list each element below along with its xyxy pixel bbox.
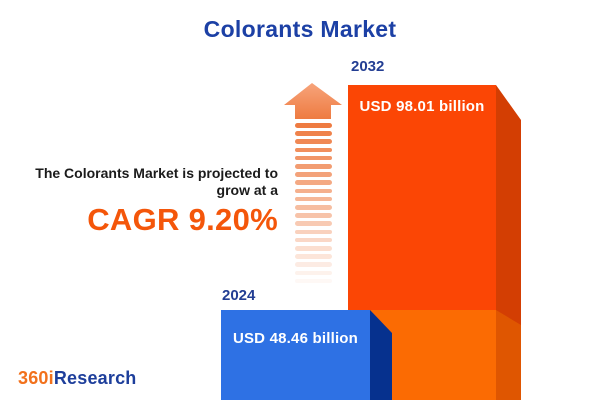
year-label-2024: 2024 <box>222 287 256 304</box>
arrow-dash <box>295 205 332 210</box>
arrow-dash <box>295 131 332 136</box>
page-title: Colorants Market <box>203 16 397 42</box>
arrow-dash <box>295 164 332 169</box>
arrow-dash <box>295 270 332 276</box>
logo-prefix: 360i <box>18 368 54 388</box>
arrow-dash <box>295 196 332 202</box>
arrow-dash <box>295 213 332 218</box>
annotation-block: The Colorants Market is projected to gro… <box>0 165 278 237</box>
arrow-dash <box>295 123 332 128</box>
arrow-dash <box>295 139 332 144</box>
arrow-dash <box>295 278 332 284</box>
bar-2032-side <box>496 85 521 325</box>
arrow-dash <box>295 237 332 243</box>
arrow-dash <box>295 229 332 235</box>
arrow-dash <box>295 221 332 226</box>
logo-360iresearch: 360iResearch <box>18 368 137 389</box>
arrow-dash <box>295 262 332 267</box>
arrow-dash <box>295 254 332 259</box>
year-label-2032: 2032 <box>351 58 385 75</box>
bar-2032-front <box>348 85 496 310</box>
growth-arrow-up-icon <box>284 83 342 119</box>
logo-suffix: Research <box>53 368 137 388</box>
arrow-dash <box>295 188 332 194</box>
arrow-dash <box>295 147 332 153</box>
annotation-line2: grow at a <box>216 182 278 198</box>
arrow-dash <box>295 180 332 185</box>
annotation-line1: The Colorants Market is projected to <box>35 165 278 181</box>
arrow-dash <box>295 172 332 177</box>
arrow-dashes <box>295 123 332 293</box>
bar-2024-front <box>221 310 370 400</box>
value-label-2024: USD 48.46 billion <box>232 330 359 347</box>
bar-2032-side-lower <box>496 310 521 400</box>
cagr-value: CAGR 9.20% <box>87 202 278 237</box>
arrow-dash <box>295 246 332 251</box>
bar-2024-side <box>370 310 392 400</box>
arrow-dash <box>295 155 332 161</box>
value-label-2032: USD 98.01 billion <box>359 98 485 115</box>
